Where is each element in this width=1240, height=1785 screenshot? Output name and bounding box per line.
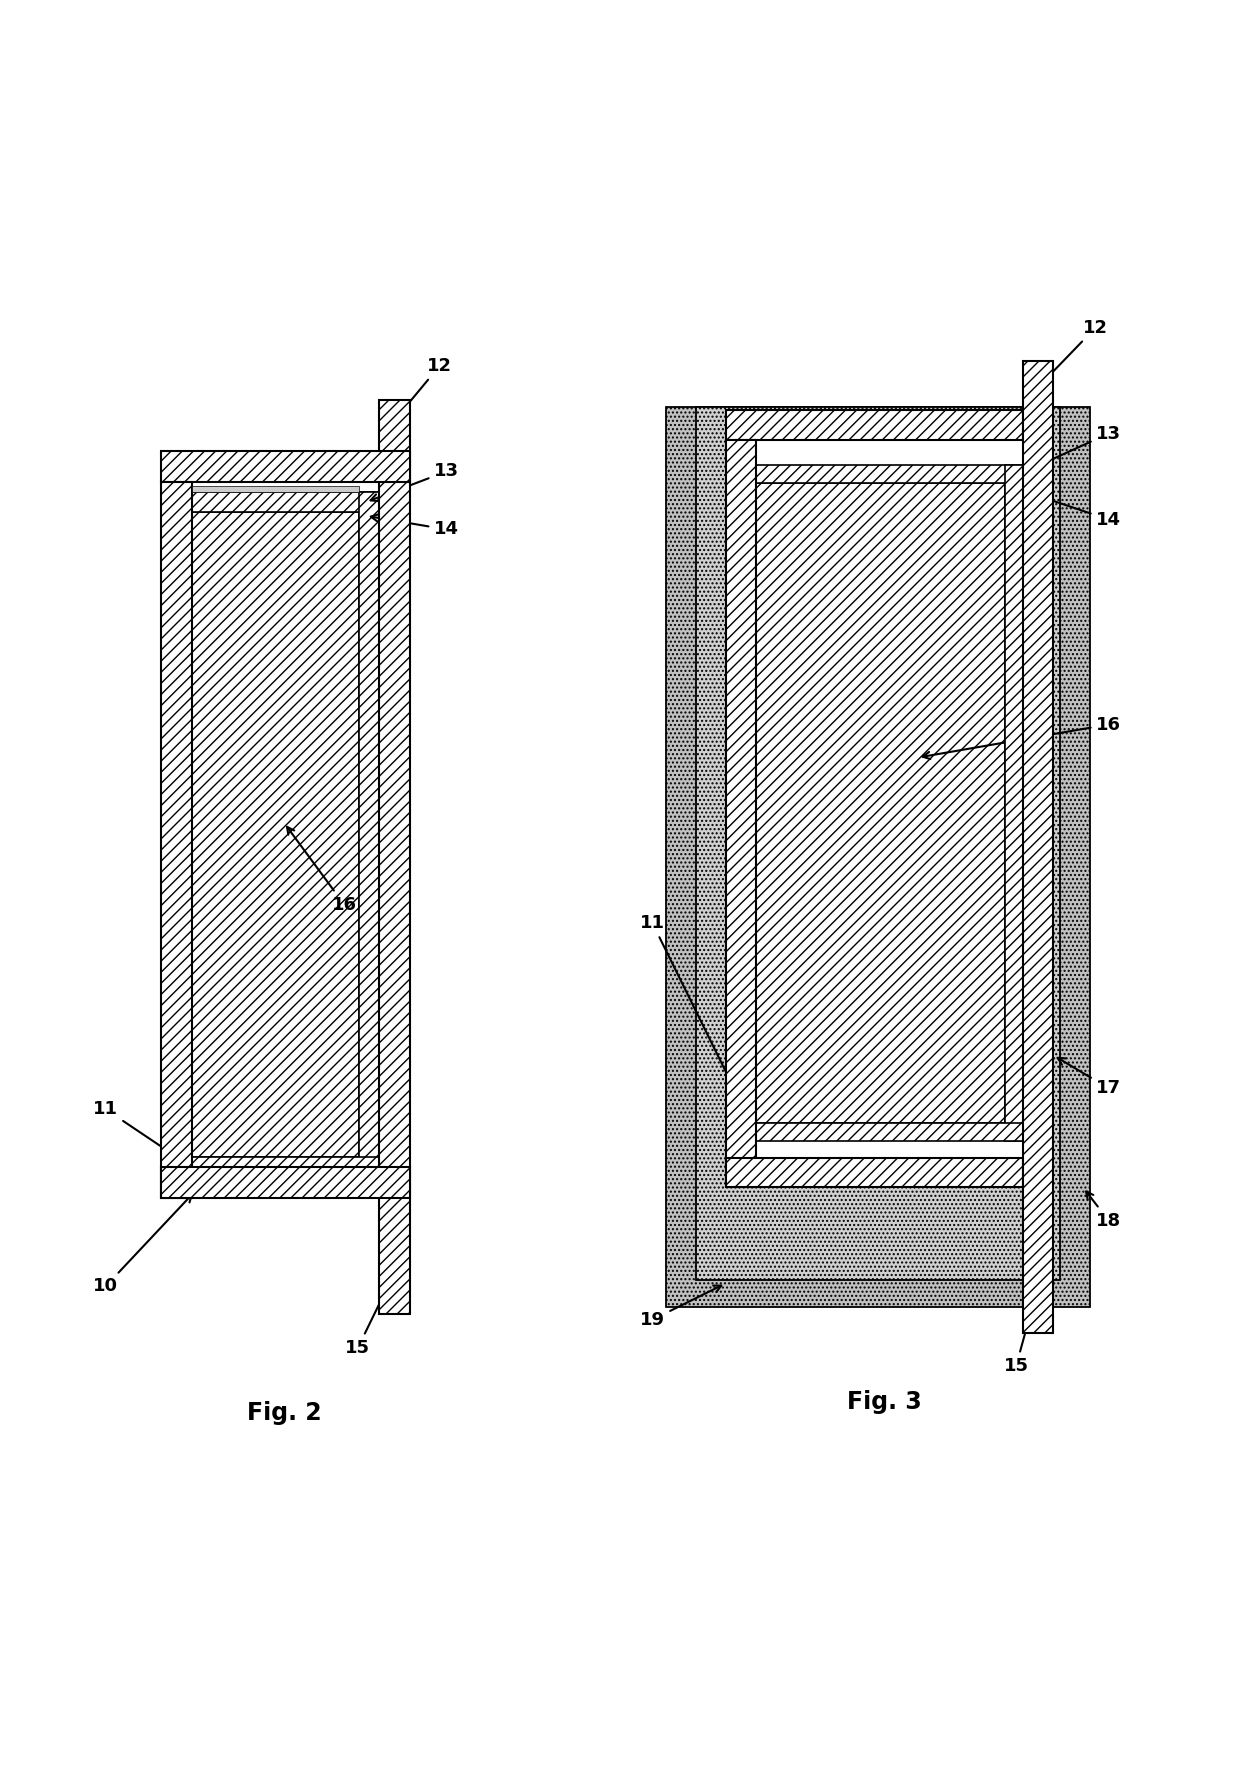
Bar [755, 484, 1004, 1123]
Text: 15: 15 [1003, 1292, 1038, 1374]
Bar [192, 512, 360, 1157]
Bar [192, 487, 360, 493]
Bar [755, 1123, 1023, 1141]
Bar [725, 411, 1023, 441]
Text: 12: 12 [398, 357, 453, 416]
Bar [1004, 464, 1023, 1141]
Text: 12: 12 [1042, 320, 1107, 384]
Text: 16: 16 [286, 826, 357, 914]
Text: 11: 11 [93, 1100, 187, 1164]
Text: 10: 10 [93, 1194, 192, 1296]
Bar [379, 400, 410, 1314]
Text: 17: 17 [1058, 1059, 1121, 1098]
Text: 11: 11 [640, 914, 754, 1128]
Text: 13: 13 [371, 462, 459, 502]
Text: Fig. 3: Fig. 3 [847, 1391, 921, 1414]
Bar [725, 1158, 1023, 1187]
Text: 19: 19 [640, 1285, 722, 1328]
Bar [161, 452, 410, 482]
Bar [192, 493, 379, 512]
Bar [725, 441, 1023, 1187]
Bar [755, 464, 1023, 484]
Text: Fig. 2: Fig. 2 [247, 1401, 321, 1424]
Bar [1023, 361, 1053, 1333]
Bar [161, 482, 192, 1198]
Text: 16: 16 [923, 716, 1121, 759]
Text: 13: 13 [1024, 425, 1121, 471]
Bar [161, 1167, 410, 1198]
Bar [360, 493, 379, 1178]
Text: 14: 14 [371, 514, 459, 539]
Bar [725, 441, 755, 1187]
Bar [192, 1157, 379, 1178]
Text: 14: 14 [1025, 491, 1121, 528]
Text: 15: 15 [345, 1278, 392, 1357]
Bar [666, 407, 1090, 1307]
Bar [696, 407, 1060, 1280]
Text: 18: 18 [1086, 1192, 1121, 1230]
